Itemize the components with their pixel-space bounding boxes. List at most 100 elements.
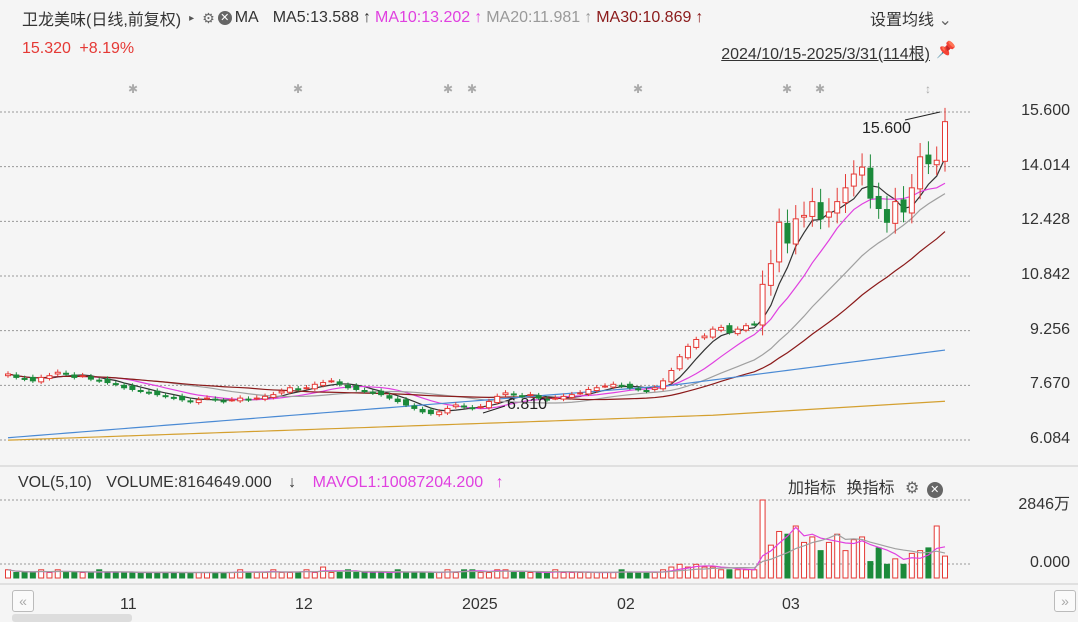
volume-bar <box>220 572 227 579</box>
volume-bar <box>867 561 874 579</box>
candle-body <box>79 375 86 378</box>
candle-body <box>270 394 277 398</box>
ma-label: MA <box>234 9 259 26</box>
event-marker-icon: ✱ <box>293 82 303 96</box>
candle-body <box>253 397 260 400</box>
ma30-line <box>7 231 946 401</box>
candle-body <box>112 383 119 386</box>
volume-bar <box>394 569 401 579</box>
volume-bar <box>626 572 633 579</box>
candle-body <box>245 398 252 401</box>
volume-bar <box>369 572 376 579</box>
candle-body <box>469 407 476 410</box>
candle-body <box>585 388 592 395</box>
candle-body <box>344 384 351 389</box>
volume-bar <box>643 572 650 579</box>
candle-body <box>63 372 70 375</box>
x-tick-label: 02 <box>617 596 635 613</box>
moving-average-lines <box>7 157 946 441</box>
candle-body <box>195 399 202 404</box>
candle-body <box>104 378 111 384</box>
candle-body <box>751 323 758 326</box>
candle-body <box>320 382 327 386</box>
volume-bar <box>228 572 235 579</box>
candle-body <box>933 159 940 166</box>
candle-body <box>494 395 501 404</box>
candle-body <box>809 201 816 217</box>
volume-bar <box>900 563 907 579</box>
candle-body <box>386 395 393 399</box>
volume-bar <box>121 572 128 579</box>
ma60-line <box>7 349 946 439</box>
candle-body <box>29 376 36 382</box>
volume-bar <box>883 563 890 579</box>
close-icon[interactable]: ✕ <box>926 482 943 498</box>
candle-body <box>577 392 584 395</box>
add-indicator-button[interactable]: 加指标 <box>788 480 837 497</box>
volume-bar <box>850 539 857 579</box>
pin-icon[interactable]: 📌 <box>936 42 956 59</box>
volume-bar <box>295 572 302 579</box>
price-change: +8.19% <box>79 40 135 57</box>
candle-body <box>38 376 45 383</box>
volume-bar <box>560 572 567 579</box>
candle-body <box>87 376 94 380</box>
volume-bar <box>336 572 343 579</box>
event-marker-icon: ✱ <box>443 82 453 96</box>
volume-bar <box>344 569 351 579</box>
candle-body <box>328 380 335 383</box>
volume-bar <box>436 572 443 579</box>
switch-indicator-button[interactable]: 换指标 <box>846 480 895 497</box>
candle-body <box>660 380 667 390</box>
mavol10-line <box>7 533 946 574</box>
annotations: 15.600 6.810 <box>482 111 941 414</box>
y-tick-label: 14.014 <box>1021 156 1070 174</box>
volume-bar <box>112 572 119 579</box>
volume-bar <box>859 536 866 579</box>
volume-bar <box>29 572 36 579</box>
volume-bar <box>942 555 948 579</box>
volume-bar <box>469 569 476 579</box>
volume-bar <box>742 569 749 579</box>
gear-icon[interactable]: ⚙ <box>202 9 215 26</box>
date-range: 2024/10/15-2025/3/31(114根) <box>721 46 930 63</box>
volume-bar <box>668 566 675 579</box>
ma30-value: MA30:10.869 <box>596 9 692 26</box>
volume-bar <box>237 569 244 579</box>
y-tick-label: 12.428 <box>1021 211 1070 229</box>
arrow-up-icon: ↑ <box>474 9 483 26</box>
candle-body <box>145 391 152 394</box>
current-price: 15.320 <box>22 40 71 57</box>
candle-body <box>461 405 468 408</box>
volume-bar <box>817 550 824 579</box>
volume-bar <box>543 572 550 579</box>
candle-body <box>767 263 774 286</box>
close-icon[interactable]: ✕ <box>217 11 232 25</box>
settings-ma-button[interactable]: 设置均线 ⌄ <box>870 6 952 30</box>
candle-body <box>850 173 857 187</box>
volume-bar <box>5 569 11 579</box>
volume-bar <box>170 572 177 579</box>
scroll-left-button[interactable]: « <box>12 590 34 612</box>
candle-body <box>502 392 509 396</box>
candle-body <box>427 409 434 415</box>
candle-body <box>129 385 136 390</box>
candle-body <box>311 383 318 390</box>
volume-bar <box>79 572 86 579</box>
gear-icon[interactable]: ⚙ <box>904 480 920 497</box>
candle-body <box>286 387 293 393</box>
expand-icon[interactable]: ▸ <box>189 12 195 24</box>
candle-body <box>867 167 874 199</box>
candle-body <box>220 400 227 403</box>
candle-body <box>834 201 841 214</box>
volume-bar <box>461 569 468 579</box>
volume-bar <box>660 569 667 579</box>
volume-bar <box>651 572 658 579</box>
scrollbar-thumb[interactable] <box>12 614 132 622</box>
candle-body <box>237 397 244 402</box>
candle-body <box>602 385 609 388</box>
scroll-right-button[interactable]: » <box>1054 590 1076 612</box>
down-arrow-icon: ↓ <box>288 474 297 491</box>
candle-body <box>817 202 824 220</box>
volume-bar <box>718 569 725 579</box>
